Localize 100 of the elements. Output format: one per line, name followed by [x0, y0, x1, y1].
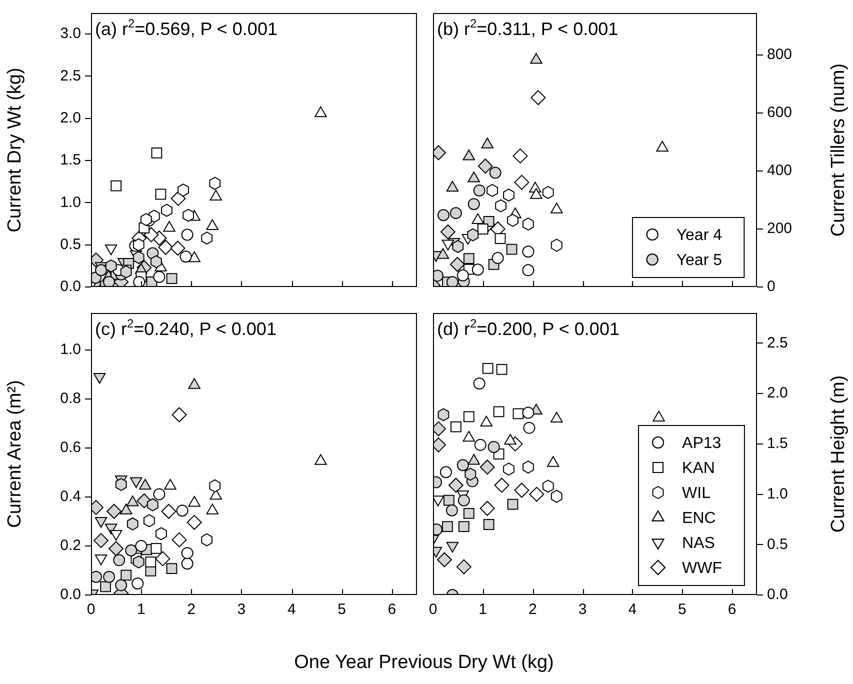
y-tick-label: 0.4: [60, 488, 81, 506]
point: [483, 519, 494, 530]
point: [467, 228, 479, 242]
point: [181, 558, 194, 570]
point: [456, 559, 472, 574]
point: [113, 554, 126, 566]
point: [448, 478, 464, 493]
legend-label: KAN: [682, 460, 715, 477]
y2-tick-label: 2.5: [767, 334, 788, 352]
point: [550, 490, 562, 503]
x-tick-label: 2: [528, 601, 537, 618]
point: [477, 224, 488, 234]
point: [151, 148, 162, 158]
point: [507, 214, 518, 227]
x-tick-label: 6: [388, 601, 396, 618]
point: [314, 106, 327, 118]
point: [201, 232, 213, 245]
point: [209, 176, 221, 190]
point: [209, 479, 221, 492]
y2-tick-label: 1.0: [767, 485, 788, 502]
x-tick-label: 5: [338, 601, 346, 618]
legend-label: ENC: [682, 510, 716, 527]
point: [164, 478, 176, 490]
point: [126, 496, 139, 506]
point: [468, 454, 480, 465]
point: [132, 555, 144, 568]
y2-tick-label: 200: [767, 220, 792, 238]
point: [446, 504, 458, 516]
point: [210, 190, 222, 201]
point: [180, 250, 192, 263]
point: [139, 478, 152, 490]
point: [155, 188, 166, 200]
point: [486, 184, 498, 197]
point: [463, 508, 474, 519]
point: [514, 174, 530, 190]
point: [474, 438, 486, 451]
y2-tick-label: 800: [767, 46, 792, 64]
point: [450, 256, 465, 272]
y-axis-title: Current Area (m²): [4, 380, 26, 528]
x-tick-label: 3: [237, 601, 246, 618]
legend-label: AP13: [682, 434, 722, 452]
legend-label: NAS: [682, 534, 715, 552]
point: [480, 416, 492, 427]
point: [458, 521, 470, 532]
legend-label: WWF: [682, 560, 722, 577]
point: [120, 504, 132, 514]
point: [132, 577, 144, 590]
point: [126, 517, 138, 530]
point: [136, 493, 152, 508]
point: [464, 468, 476, 481]
point: [480, 460, 495, 475]
y2-tick-label: 400: [767, 162, 792, 180]
point: [463, 253, 474, 264]
point: [201, 533, 213, 546]
y-tick-label: 0.8: [60, 390, 81, 407]
point: [514, 482, 530, 498]
point: [503, 188, 514, 202]
y2-tick-label: 0.0: [767, 586, 788, 604]
point: [206, 504, 218, 514]
point: [496, 364, 508, 375]
point: [181, 547, 194, 560]
x-tick-label: 4: [287, 601, 296, 618]
point: [468, 198, 480, 210]
point: [542, 186, 554, 199]
point: [494, 478, 510, 493]
point: [188, 496, 200, 507]
point: [105, 259, 117, 272]
point: [206, 219, 218, 230]
point: [506, 244, 518, 255]
point: [188, 378, 200, 389]
point: [150, 255, 162, 268]
y-tick-label: 0.0: [60, 278, 81, 296]
point: [472, 213, 484, 224]
point: [156, 527, 167, 540]
point: [512, 148, 528, 164]
y2-tick-label: 0.5: [767, 536, 788, 553]
point: [473, 184, 486, 196]
point: [458, 494, 470, 506]
point: [161, 504, 176, 519]
y-tick-label: 1.5: [60, 152, 81, 169]
y-tick-label: 0.0: [60, 586, 81, 604]
point: [503, 462, 514, 476]
x-tick-label: 4: [628, 601, 637, 618]
point: [542, 480, 554, 493]
y-tick-label: 0.5: [60, 236, 81, 253]
y2-tick-label: 1.5: [767, 435, 788, 452]
x-tick-label: 2: [187, 601, 196, 618]
point: [158, 240, 174, 255]
point: [120, 570, 132, 581]
point: [480, 500, 495, 516]
point: [442, 521, 453, 532]
point: [153, 270, 166, 283]
y-tick-label: 2.0: [60, 110, 81, 127]
x-tick-label: 1: [136, 601, 146, 618]
point: [444, 494, 454, 506]
legend-label: Year 5: [676, 252, 722, 269]
point: [437, 209, 450, 222]
point: [172, 407, 187, 422]
y-tick-label: 0.2: [60, 537, 81, 554]
y-tick-label: 2.5: [60, 67, 81, 84]
